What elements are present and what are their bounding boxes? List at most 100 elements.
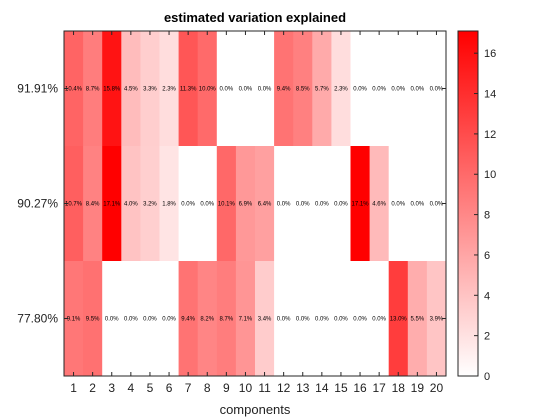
x-tick-label: 1: [70, 381, 77, 395]
heatmap-cell: [293, 31, 313, 147]
cell-value-label: 10.7%: [65, 202, 83, 208]
heatmap-cell: [255, 31, 275, 147]
cell-value-label: 0.0%: [277, 317, 291, 323]
cell-value-label: 0.0%: [220, 87, 234, 93]
cell-value-label: 0.0%: [239, 87, 253, 93]
cell-value-label: 3.3%: [143, 87, 157, 93]
colorbar-tick-label: 10: [484, 169, 496, 181]
x-tick-label: 6: [166, 381, 173, 395]
heatmap-cell: [274, 146, 294, 262]
cell-value-label: 4.0%: [124, 202, 138, 208]
cell-value-label: 0.0%: [334, 317, 348, 323]
heatmap-cell: [64, 31, 84, 147]
heatmap-cell: [312, 146, 332, 262]
cell-value-label: 9.5%: [86, 317, 100, 323]
heatmap-cell: [407, 146, 428, 262]
heatmap-cell: [312, 261, 332, 377]
cell-value-label: 3.2%: [143, 202, 157, 208]
heatmap-cell: [350, 31, 370, 147]
cell-value-label: 8.5%: [296, 87, 310, 93]
cell-value-label: 8.2%: [200, 317, 214, 323]
heatmap-cell: [102, 261, 122, 377]
x-tick-label: 5: [147, 381, 154, 395]
heatmap-cell: [197, 31, 218, 147]
y-axis-ticks: 91.91% 90.27% 77.80%: [17, 82, 446, 326]
colorbar-tick-label: 6: [484, 250, 490, 262]
x-tick-label: 16: [353, 381, 367, 395]
heatmap-cell: [426, 261, 447, 377]
cell-value-label: 4.6%: [372, 202, 386, 208]
heatmap-cell: [293, 146, 313, 262]
heatmap-cells: [64, 31, 447, 377]
colorbar-ticks: 0 2 4 6 8 10 12 14 16: [474, 48, 496, 383]
cell-value-label: 1.8%: [162, 202, 176, 208]
cell-value-label: 0.0%: [372, 317, 386, 323]
x-tick-label: 4: [128, 381, 135, 395]
heatmap-cell: [331, 31, 351, 147]
heatmap-cell: [274, 261, 294, 377]
cell-value-label: 5.7%: [315, 87, 329, 93]
cell-value-label: 8.4%: [86, 202, 100, 208]
cell-value-label: 2.3%: [334, 87, 348, 93]
cell-value-label: 0.0%: [105, 317, 119, 323]
colorbar-tick-label: 14: [484, 89, 496, 101]
colorbar-tick-label: 0: [484, 371, 490, 383]
heatmap-cell: [255, 146, 275, 262]
cell-value-label: 0.0%: [200, 202, 214, 208]
x-tick-label: 18: [392, 381, 406, 395]
cell-value-label: 0.0%: [315, 317, 329, 323]
heatmap-cell: [197, 261, 218, 377]
colorbar-tick-label: 16: [484, 48, 496, 60]
heatmap-cell: [121, 31, 141, 147]
cell-value-label: 8.7%: [86, 87, 100, 93]
cell-value-label: 0.0%: [411, 202, 425, 208]
heatmap-cell: [293, 261, 313, 377]
heatmap-cell: [369, 31, 390, 147]
cell-value-label: 3.9%: [430, 317, 444, 323]
heatmap-cell: [331, 146, 351, 262]
cell-value-label: 10.4%: [65, 87, 83, 93]
cell-value-label: 17.1%: [103, 202, 121, 208]
cell-value-label: 0.0%: [277, 202, 291, 208]
cell-value-label: 0.0%: [372, 87, 386, 93]
x-tick-label: 20: [430, 381, 444, 395]
heatmap-cell: [388, 261, 409, 377]
x-tick-label: 15: [334, 381, 348, 395]
heatmap-cell: [407, 31, 428, 147]
cell-value-label: 0.0%: [391, 87, 405, 93]
cell-value-label: 3.4%: [258, 317, 272, 323]
heatmap-cell: [197, 146, 218, 262]
x-tick-label: 13: [296, 381, 310, 395]
heatmap-cell: [235, 31, 256, 147]
cell-value-label: 4.5%: [124, 87, 138, 93]
cell-value-label: 10.1%: [218, 202, 236, 208]
cell-value-label: 17.1%: [352, 202, 370, 208]
x-tick-label: 14: [315, 381, 329, 395]
cell-value-label: 9.1%: [67, 317, 81, 323]
cell-value-label: 0.0%: [411, 87, 425, 93]
heatmap-cell: [312, 31, 332, 147]
y-tick-label: 91.91%: [17, 82, 58, 96]
cell-value-label: 0.0%: [258, 87, 272, 93]
heatmap-cell: [159, 261, 179, 377]
x-tick-label: 19: [411, 381, 425, 395]
heatmap-cell-labels: 10.4% 8.7% 15.8% 4.5% 3.3% 2.3% 11.3% 10.0% 0.0%…: [65, 87, 444, 323]
heatmap-cell: [388, 31, 409, 147]
heatmap-cell: [178, 31, 199, 147]
heatmap-cell: [64, 146, 84, 262]
cell-value-label: 0.0%: [430, 202, 444, 208]
heatmap-cell: [140, 31, 160, 147]
cell-value-label: 0.0%: [124, 317, 138, 323]
x-tick-label: 8: [204, 381, 211, 395]
heatmap-cell: [407, 261, 428, 377]
cell-value-label: 9.4%: [277, 87, 291, 93]
heatmap-cell: [83, 261, 103, 377]
cell-value-label: 2.3%: [162, 87, 176, 93]
cell-value-label: 0.0%: [334, 202, 348, 208]
x-tick-label: 7: [185, 381, 192, 395]
heatmap-cell: [216, 146, 237, 262]
cell-value-label: 0.0%: [181, 202, 195, 208]
cell-value-label: 0.0%: [296, 317, 310, 323]
heatmap-cell: [235, 261, 256, 377]
